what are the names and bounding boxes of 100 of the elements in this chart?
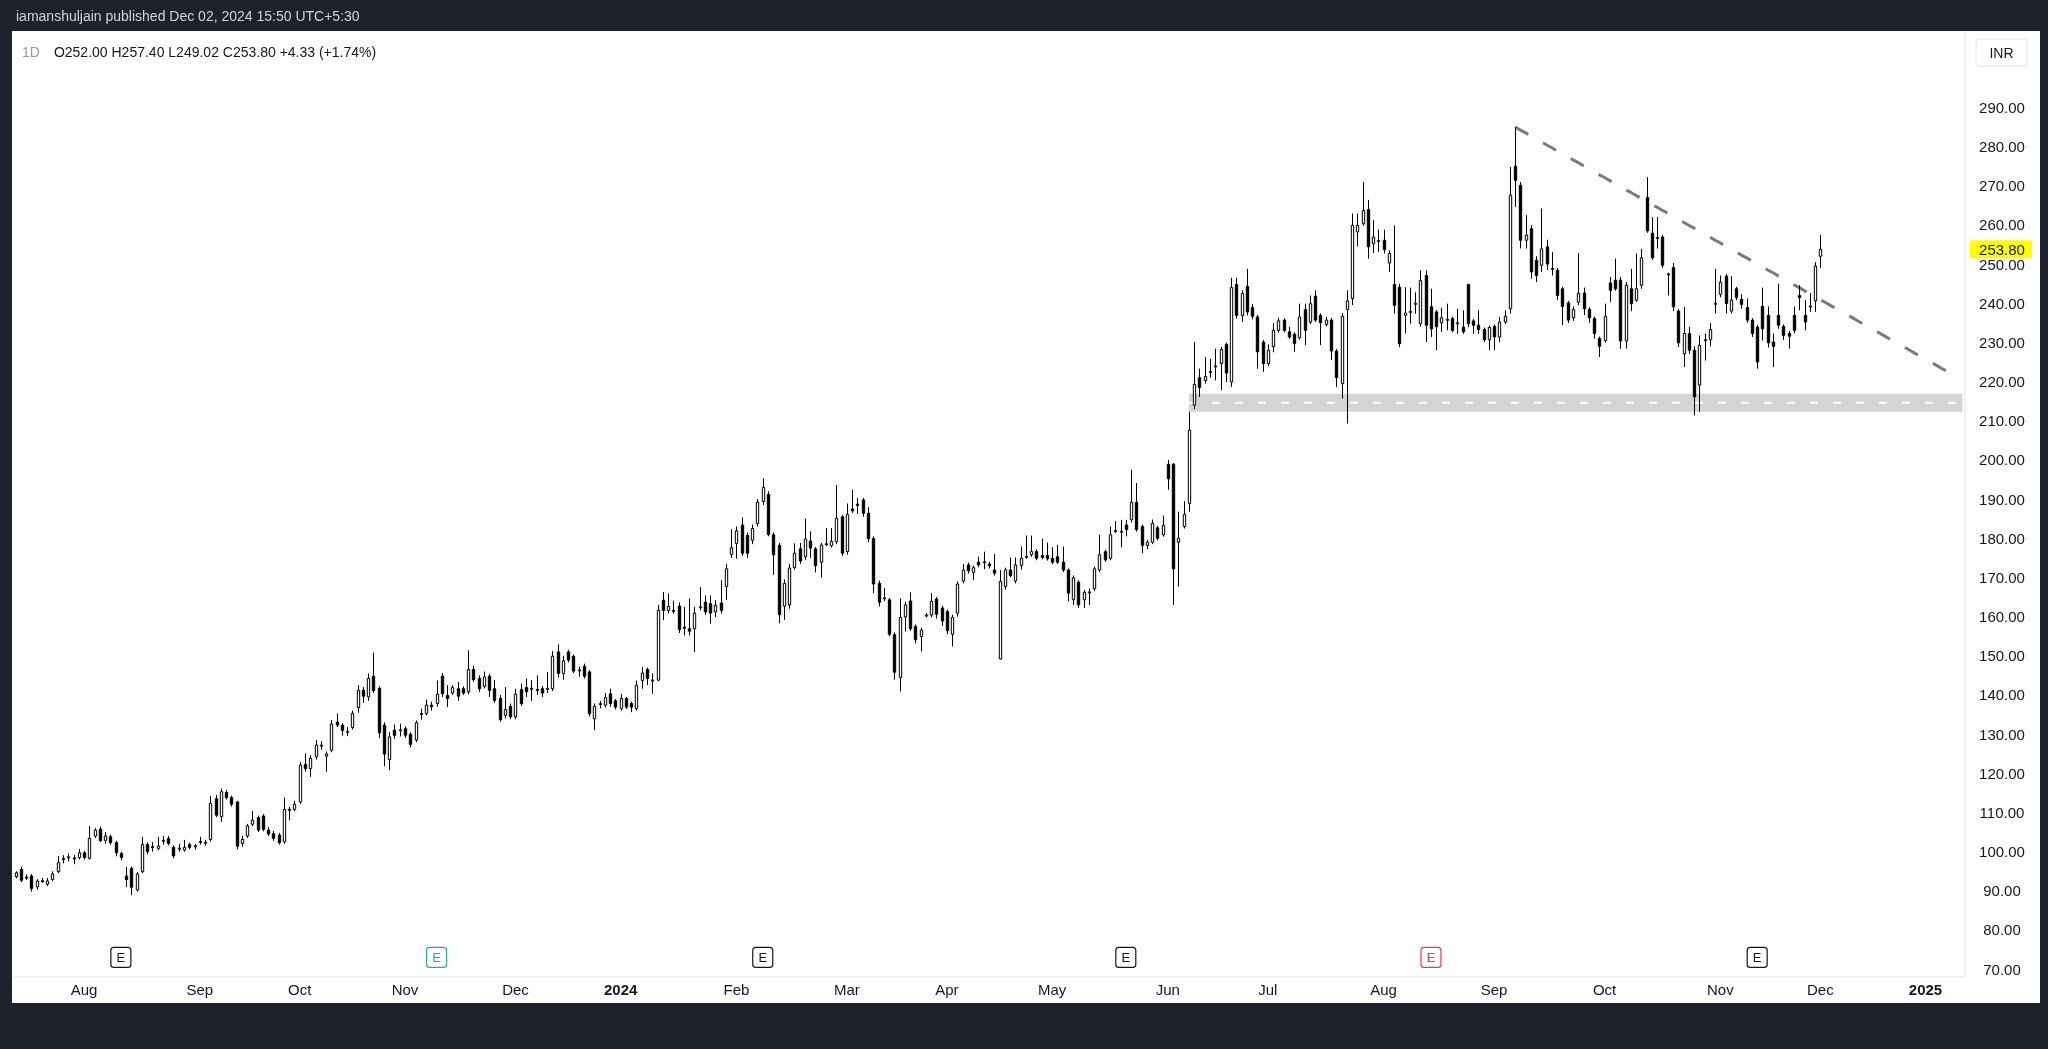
candlestick [1750, 317, 1755, 338]
y-tick-label: 250.00 [1979, 255, 2025, 273]
y-tick-label: 160.00 [1979, 608, 2025, 626]
candlestick [1618, 276, 1623, 350]
candlestick [734, 526, 739, 560]
candlestick [1734, 286, 1739, 301]
candlestick [1071, 575, 1076, 606]
candlestick [1608, 276, 1613, 303]
candlestick [1808, 292, 1813, 313]
x-tick-label: Apr [935, 980, 959, 998]
candlestick [24, 873, 29, 881]
candlestick [319, 740, 324, 751]
candlestick [640, 666, 645, 690]
candlestick [1755, 324, 1760, 370]
candlestick [135, 871, 140, 893]
candlestick [1213, 348, 1218, 381]
candlestick [35, 878, 40, 891]
candlestick [845, 502, 850, 556]
candlestick [119, 851, 124, 861]
candlestick [1287, 326, 1292, 340]
candlestick [929, 592, 934, 618]
candlestick [950, 614, 955, 647]
candlestick [545, 671, 550, 694]
candlestick [77, 848, 82, 860]
candlestick [1013, 556, 1018, 584]
candlestick [524, 678, 529, 698]
candlestick [356, 684, 361, 714]
candlestick [1240, 289, 1245, 323]
candlestick [361, 686, 366, 704]
candlestick [40, 877, 45, 884]
candlestick [787, 563, 792, 610]
candlestick [1771, 332, 1776, 368]
candlestick [882, 587, 887, 602]
candlestick [550, 650, 555, 692]
candlestick [708, 594, 713, 625]
candlestick [1455, 308, 1460, 335]
candlestick [498, 694, 503, 723]
candlestick [961, 563, 966, 584]
candlestick [903, 601, 908, 633]
candlestick [1003, 567, 1008, 591]
candlestick [1387, 249, 1392, 273]
y-tick-label: 240.00 [1979, 294, 2025, 312]
y-tick-label: 140.00 [1979, 686, 2025, 704]
candlestick [729, 528, 734, 559]
candlestick [877, 580, 882, 607]
candlestick [314, 739, 319, 761]
candlestick [1645, 176, 1650, 234]
candlestick [1045, 542, 1050, 562]
candlestick [892, 631, 897, 681]
text: 1D [22, 44, 40, 60]
candlestick [571, 654, 576, 674]
candlestick [1445, 303, 1450, 331]
candlestick [766, 490, 771, 537]
candlestick [482, 670, 487, 689]
candlestick [1424, 269, 1429, 343]
candlestick [1024, 535, 1029, 560]
candlestick [108, 834, 113, 846]
candlestick [1361, 181, 1366, 227]
candlestick [1029, 535, 1034, 558]
candlestick [1676, 308, 1681, 348]
candlestick [1666, 272, 1671, 296]
candlestick [966, 562, 971, 575]
candlestick [103, 831, 108, 845]
candlestick [224, 789, 229, 801]
candlestick [1682, 306, 1687, 368]
y-tick-label: 90.00 [1983, 882, 2021, 900]
candlestick [850, 489, 855, 514]
candlestick [1629, 268, 1634, 312]
candlestick [508, 703, 513, 720]
candlestick [813, 546, 818, 573]
candlestick [1787, 330, 1792, 350]
candlestick [666, 593, 671, 614]
candlestick [229, 795, 234, 808]
candlestick [1129, 469, 1134, 524]
candlestick [371, 652, 376, 694]
candlestick [934, 596, 939, 620]
y-tick-label: 220.00 [1979, 373, 2025, 391]
text: E [758, 950, 768, 966]
candlestick [193, 843, 198, 851]
candlestick [1529, 224, 1534, 280]
candlestick [1487, 325, 1492, 351]
candlestick [124, 866, 129, 888]
y-tick-label: 80.00 [1983, 921, 2021, 939]
candlestick [429, 701, 434, 712]
candlestick [1182, 500, 1187, 529]
candlestick [656, 604, 661, 682]
candlestick [1450, 316, 1455, 333]
candlestick [1140, 524, 1145, 554]
candlestick [608, 688, 613, 708]
candlestick [513, 688, 518, 720]
candlestick [629, 701, 634, 713]
candlestick [866, 506, 871, 543]
candlestick [535, 674, 540, 696]
candlestick [808, 530, 813, 559]
candlestick [777, 542, 782, 624]
candlestick [266, 826, 271, 837]
candlestick [350, 710, 355, 730]
candlestick [1008, 556, 1013, 578]
y-tick-label: 210.00 [1979, 412, 2025, 430]
candlestick [1776, 283, 1781, 330]
